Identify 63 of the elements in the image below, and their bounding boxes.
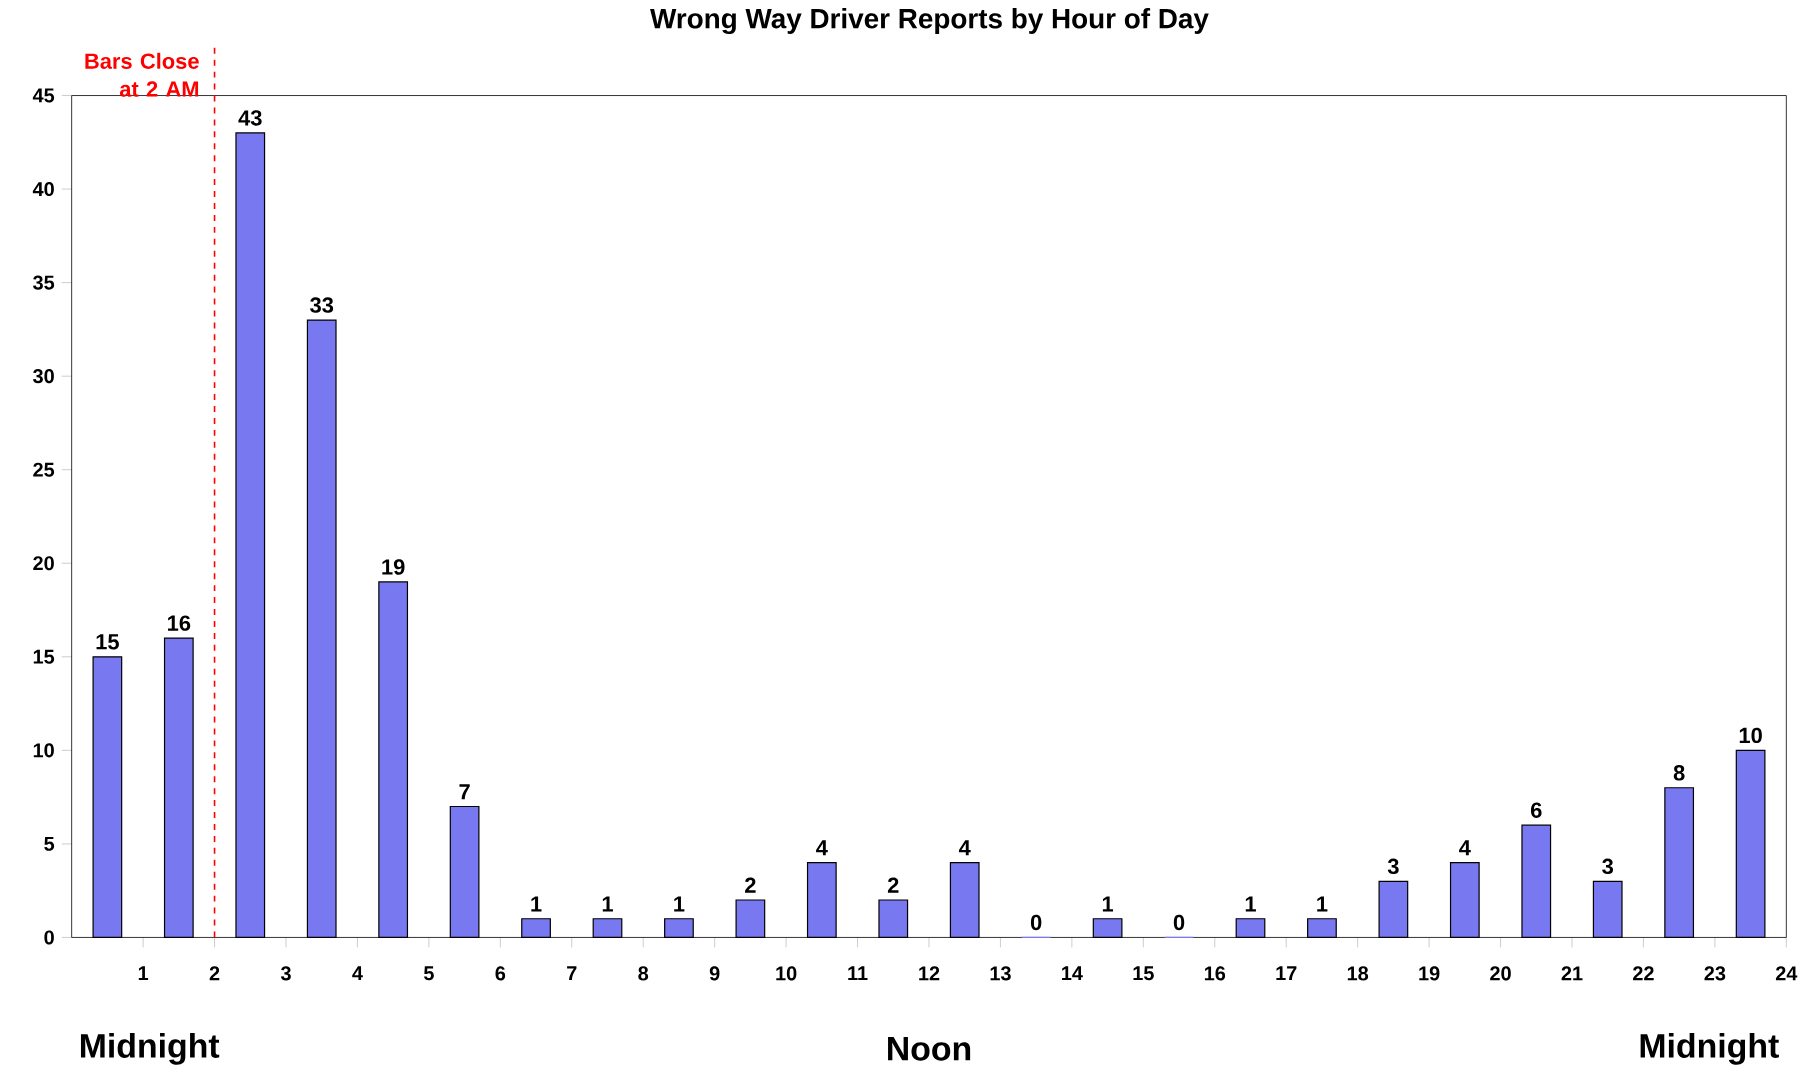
text: Midnight: [80, 1033, 220, 1065]
x-tick-label: 7: [567, 966, 577, 981]
data-label: 7: [459, 784, 470, 800]
y-tick-label: 15: [33, 649, 55, 664]
x-tick-label: 3: [280, 966, 291, 981]
data-label: 43: [238, 110, 262, 126]
x-tick-label: 12: [919, 966, 940, 981]
data-label: 3: [1387, 858, 1399, 875]
y-tick-label: 35: [33, 275, 55, 290]
x-tick-label: 21: [1561, 966, 1583, 981]
data-label: 1: [1317, 896, 1328, 912]
x-tick-label: 24: [1775, 966, 1798, 981]
data-label: 10: [1739, 727, 1762, 744]
x-tick-label: 19: [1419, 966, 1440, 981]
text: Noon: [888, 1037, 971, 1061]
x-tick-label: 4: [352, 966, 363, 981]
x-tick-label: 13: [990, 966, 1011, 981]
x-tick-label: 23: [1704, 966, 1726, 981]
y-tick-label: 20: [33, 556, 54, 571]
x-tick-label: 8: [638, 966, 649, 981]
x-tick-label: 14: [1062, 966, 1083, 981]
y-tick-label: 45: [32, 88, 55, 103]
y-tick-label: 40: [32, 182, 54, 197]
data-label: 6: [1530, 802, 1542, 819]
x-tick-label: 5: [423, 966, 434, 981]
y-tick-label: 25: [33, 462, 55, 477]
y-tick-label: 0: [44, 930, 54, 945]
data-label: 4: [1459, 840, 1471, 856]
data-label: 4: [958, 840, 971, 856]
data-label: 1: [531, 896, 542, 912]
chart-title: Wrong Way Driver Reports by Hour of Day: [650, 8, 1209, 35]
x-tick-label: 18: [1347, 966, 1369, 981]
y-tick-label: 10: [33, 743, 54, 758]
x-tick-label: 1: [138, 966, 149, 981]
x-tick-label: 16: [1204, 966, 1226, 981]
x-tick-label: 22: [1633, 966, 1654, 981]
x-tick-label: 9: [709, 966, 720, 981]
data-label: 4: [816, 840, 828, 856]
data-label: 16: [168, 615, 191, 631]
data-label: 19: [382, 559, 405, 575]
data-label: 33: [310, 297, 334, 313]
x-tick-label: 6: [495, 966, 506, 981]
data-label: 1: [674, 896, 685, 912]
text: Midnight: [1640, 1033, 1779, 1065]
y-tick-label: 5: [44, 837, 55, 851]
data-label: 8: [1673, 765, 1685, 781]
y-tick-label: 30: [33, 369, 54, 384]
data-label: 2: [745, 877, 756, 893]
x-tick-label: 10: [776, 966, 797, 981]
data-label: 2: [887, 877, 899, 893]
ref-line-label: Bars Close at 2 AM: [85, 52, 199, 97]
data-label: 1: [1245, 896, 1256, 912]
data-label: 1: [602, 896, 613, 912]
x-tick-label: 20: [1490, 966, 1511, 981]
x-tick-label: 15: [1133, 966, 1154, 981]
data-label: 15: [96, 634, 119, 650]
x-tick-label: 17: [1276, 966, 1297, 981]
x-tick-label: 11: [848, 966, 868, 981]
data-label: 0: [1173, 914, 1185, 931]
x-tick-label: 2: [209, 966, 220, 981]
data-label: 0: [1030, 914, 1042, 931]
data-label: 3: [1602, 858, 1614, 875]
data-label: 1: [1102, 896, 1114, 912]
